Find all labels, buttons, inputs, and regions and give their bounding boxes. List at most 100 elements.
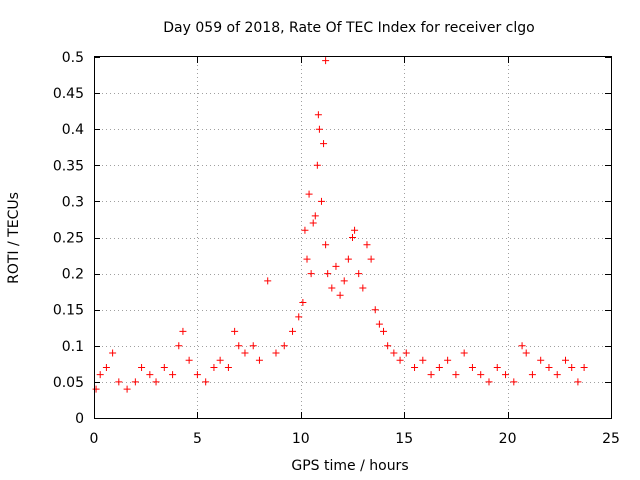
y-tick-label: 0.35: [53, 158, 84, 174]
data-point: [315, 125, 323, 133]
data-points: [92, 57, 588, 393]
data-point: [255, 356, 263, 364]
data-point: [289, 327, 297, 335]
y-tick-label: 0.5: [62, 50, 84, 66]
data-point: [280, 342, 288, 350]
data-point: [96, 371, 104, 379]
data-point: [574, 378, 582, 386]
data-point: [169, 371, 177, 379]
x-tick-label: 10: [292, 431, 310, 447]
x-tick-label: 20: [499, 431, 517, 447]
data-point: [264, 277, 272, 285]
y-tick-label: 0.3: [62, 194, 84, 210]
data-point: [435, 363, 443, 371]
data-point: [138, 363, 146, 371]
data-point: [562, 356, 570, 364]
y-tick-label: 0.15: [53, 303, 84, 319]
y-tick-label: 0: [75, 411, 84, 427]
data-point: [152, 378, 160, 386]
data-point: [344, 255, 352, 263]
y-tick-label: 0.05: [53, 375, 84, 391]
data-point: [303, 255, 311, 263]
data-point: [146, 371, 154, 379]
data-point: [202, 378, 210, 386]
data-point: [351, 226, 359, 234]
data-point: [359, 284, 367, 292]
data-point: [510, 378, 518, 386]
data-point: [419, 356, 427, 364]
data-point: [363, 241, 371, 249]
data-point: [311, 212, 319, 220]
data-point: [460, 349, 468, 357]
y-tick-label: 0.2: [62, 267, 84, 283]
data-point: [309, 219, 317, 227]
chart-title: Day 059 of 2018, Rate Of TEC Index for r…: [163, 20, 534, 36]
plot-frame: [94, 56, 612, 419]
data-point: [92, 385, 100, 393]
data-point: [580, 363, 588, 371]
data-point: [307, 270, 315, 278]
y-tick-label: 0.1: [62, 339, 84, 355]
data-point: [537, 356, 545, 364]
data-point: [115, 378, 123, 386]
data-point: [193, 371, 201, 379]
data-point: [224, 363, 232, 371]
x-tick-label: 0: [90, 431, 99, 447]
data-point: [210, 363, 218, 371]
x-tick-label: 15: [395, 431, 413, 447]
data-point: [493, 363, 501, 371]
data-point: [185, 356, 193, 364]
data-point: [160, 363, 168, 371]
data-point: [502, 371, 510, 379]
data-point: [518, 342, 526, 350]
data-point: [444, 356, 452, 364]
data-point: [371, 306, 379, 314]
data-point: [568, 363, 576, 371]
x-tick-label: 5: [193, 431, 202, 447]
data-point: [355, 270, 363, 278]
data-point: [320, 140, 328, 148]
data-point: [380, 327, 388, 335]
data-point: [235, 342, 243, 350]
data-point: [553, 371, 561, 379]
data-point: [522, 349, 530, 357]
x-axis-label: GPS time / hours: [291, 458, 408, 474]
data-point: [241, 349, 249, 357]
data-point: [332, 262, 340, 270]
data-point: [396, 356, 404, 364]
data-point: [301, 226, 309, 234]
grid: [94, 57, 611, 418]
data-point: [109, 349, 117, 357]
y-tick-label: 0.45: [53, 86, 84, 102]
data-point: [102, 363, 110, 371]
data-point: [216, 356, 224, 364]
data-point: [427, 371, 435, 379]
data-point: [123, 385, 131, 393]
data-point: [175, 342, 183, 350]
data-point: [249, 342, 257, 350]
data-point: [305, 190, 313, 198]
data-point: [336, 291, 344, 299]
data-point: [179, 327, 187, 335]
data-point: [328, 284, 336, 292]
data-point: [324, 270, 332, 278]
data-point: [367, 255, 375, 263]
data-point: [411, 363, 419, 371]
data-point: [384, 342, 392, 350]
data-point: [402, 349, 410, 357]
data-point: [349, 234, 356, 241]
x-tick-label: 25: [602, 431, 620, 447]
data-point: [322, 57, 330, 65]
data-point: [131, 378, 139, 386]
data-point: [375, 320, 383, 328]
data-point: [528, 371, 536, 379]
y-tick-labels: 0 0.05 0.1 0.15 0.2 0.25 0.3 0.35 0.4 0.45 0.5: [53, 50, 84, 427]
y-tick-label: 0.4: [62, 122, 84, 138]
y-tick-label: 0.25: [53, 231, 84, 247]
axis-ticks: [94, 57, 612, 419]
data-point: [295, 313, 303, 321]
data-point: [317, 197, 325, 205]
data-point: [231, 327, 239, 335]
data-point: [485, 378, 493, 386]
